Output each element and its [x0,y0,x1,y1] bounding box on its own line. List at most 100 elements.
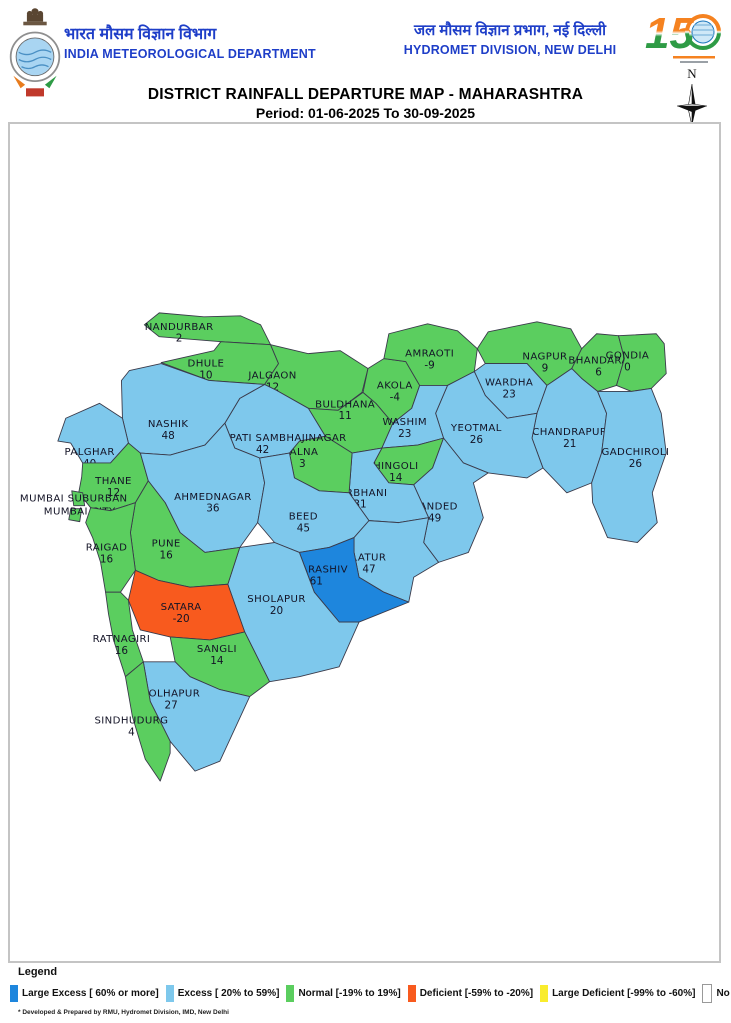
district-name-label: WARDHA [485,377,533,388]
district-name-label: YEOTMAL [450,423,502,434]
district-mumbai_city: MUMBAI CITY [44,507,116,523]
district-name-label: NASHIK [148,419,189,430]
district-value-label: 16 [160,549,173,561]
district-shape [413,437,489,563]
district-value-label: -9 [424,360,434,372]
legend-swatch [407,985,416,1002]
legend-label: Excess [ 20% to 59%] [177,988,280,999]
district-value-label: 27 [165,700,178,712]
district-value-label: 49 [428,513,441,525]
district-value-label: 14 [389,472,403,484]
imd-emblem-logo [8,2,62,108]
district-name-label: SINDHUDURG [94,715,168,726]
legend-label: No Rain [-100%] [716,988,731,999]
district-name-label: RATNAGIRI [93,634,151,645]
logo-caption-bar [673,56,715,59]
district-value-label: 42 [256,444,269,456]
district-name-label: MUMBAI SUBURBAN [20,494,128,505]
district-name-label: AMRAOTI [405,349,454,360]
district-name-label: SATARA [161,602,202,613]
legend: Large Excess [ 60% or more] Excess [ 20% … [10,984,731,1003]
district-name-label: RAIGAD [86,542,128,553]
legend-title: Legend [18,966,58,978]
org-block-left: भारत मौसम विज्ञान विभाग INDIA METEOROLOG… [64,22,316,61]
district-name-label: JALGAON [247,370,296,381]
district-name-label: LATUR [352,552,387,563]
district-value-label: 23 [398,428,411,440]
legend-label: Deficient [-59% to -20%] [419,988,534,999]
district-name-label: BEED [289,512,318,523]
compass-north-indicator: N [672,66,712,137]
district-name-label: CHANDRAPUR [532,427,607,438]
district-value-label: 6 [595,366,602,378]
district-name-label: AKOLA [377,380,413,391]
district-shape [591,387,667,543]
district-value-label: 26 [629,458,642,470]
district-value-label: 11 [338,410,351,422]
district-name-label: DHULE [188,359,225,370]
district-value-label: 23 [503,388,516,400]
district-name-label: JALNA [285,447,318,458]
district-shape [124,661,171,782]
legend-item: Deficient [-59% to -20%] [407,985,534,1002]
district-value-label: 4 [128,726,135,738]
district-value-label: 47 [362,563,375,575]
district-value-label: 26 [470,434,483,446]
district-value-label: -20 [173,613,190,625]
district-name-label: PUNE [152,538,181,549]
division-name-english: HYDROMET DIVISION, NEW DELHI [403,43,617,57]
map-container: NANDURBAR 2 DHULE 10 JALGAON 12 BULDHANA 11 AKOL… [8,122,721,963]
district-name-label: SHOLAPUR [247,594,306,605]
district-name-label: KOLHAPUR [142,689,200,700]
district-name-label: AHMEDNAGAR [174,492,252,503]
legend-label: Normal [-19% to 19%] [298,988,401,999]
district-name-label: WASHIM [382,417,427,428]
district-name-label: NANDED [411,502,457,513]
district-value-label: 2 [176,333,183,345]
org-name-hindi: भारत मौसम विज्ञान विभाग [64,26,217,43]
org-name-english: INDIA METEOROLOGICAL DEPARTMENT [64,47,316,61]
district-value-label: 45 [297,523,310,535]
map-period: Period: 01-06-2025 To 30-09-2025 [255,105,476,121]
district-name-label: NANDURBAR [145,322,214,333]
legend-swatch [10,985,18,1002]
district-shape [68,508,83,523]
district-value-label: 12 [107,487,120,499]
150-years-logo: 15 [645,9,727,68]
district-shape [71,490,86,507]
district-value-label: 16 [100,553,113,565]
logo-caption-bar [680,61,708,63]
compass-n-label: N [687,66,697,81]
district-name-label: PARBHANI [333,488,388,499]
district-value-label: 48 [162,430,175,442]
legend-label: Large Excess [ 60% or more] [22,988,159,999]
district-value-label: 10 [199,369,212,381]
legend-swatch [540,985,549,1002]
division-name-hindi: जल मौसम विज्ञान प्रभाग, नई दिल्ली [413,22,607,39]
legend-swatch [702,984,713,1003]
compass-rose-icon [676,83,708,127]
district-value-label: 21 [563,438,576,450]
district-name-label: BHANDARA [568,356,628,367]
district-value-label: 14 [210,655,224,667]
district-name-label: CHHATRAPATI SAMBHAJINAGAR [179,433,347,444]
legend-label: Large Deficient [-99% to -60%] [552,988,696,999]
district-name-label: SANGLI [197,644,237,655]
legend-item: Excess [ 20% to 59%] [165,985,280,1002]
district-value-label: 36 [206,503,219,515]
district-amraoti: AMRAOTI-9 [383,323,478,386]
district-name-label: PALGHAR [65,447,115,458]
district-name-label: HINGOLI [373,461,418,472]
legend-item: No Rain [-100%] [702,984,731,1003]
